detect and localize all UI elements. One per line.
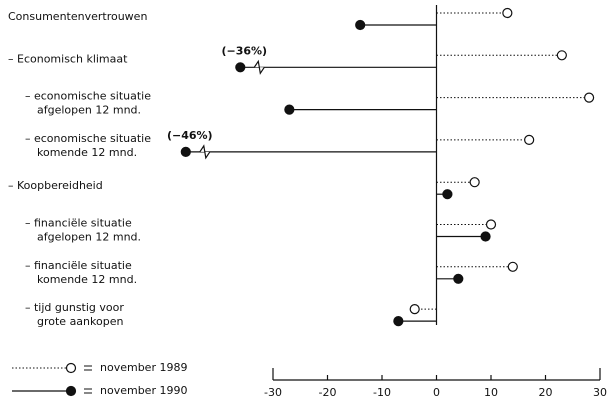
category-label: – economische situatie	[25, 90, 151, 103]
category-label: – tijd gunstig voor	[25, 301, 124, 314]
x-tick-label: 10	[484, 386, 498, 399]
dot	[180, 146, 191, 157]
dot	[409, 304, 420, 315]
category-label: afgelopen 12 mnd.	[37, 231, 141, 244]
dot	[453, 273, 464, 284]
legend-label: november 1990	[100, 384, 187, 397]
dot	[502, 7, 513, 19]
dot	[235, 62, 246, 73]
axis-break	[253, 59, 265, 75]
dot	[355, 19, 366, 31]
category-label: komende 12 mnd.	[37, 146, 137, 159]
x-tick-label: -30	[264, 386, 282, 399]
dot	[507, 261, 518, 272]
category-label: grote aankopen	[37, 315, 123, 328]
category-label: afgelopen 12 mnd.	[37, 104, 141, 117]
dot	[480, 231, 491, 242]
dot	[469, 177, 480, 188]
dot	[442, 189, 453, 200]
value-label: (−46%)	[167, 129, 213, 142]
legend-marker	[65, 362, 77, 374]
category-label: – financiële situatie	[25, 259, 132, 272]
value-label: (−36%)	[221, 44, 267, 57]
dot	[284, 104, 295, 115]
legend-label: november 1989	[100, 361, 187, 374]
dot	[524, 134, 535, 145]
dot	[485, 219, 497, 230]
category-label: – Koopbereidheid	[8, 179, 103, 192]
dot	[556, 50, 567, 61]
category-label: – economische situatie	[25, 132, 151, 145]
x-tick-label: -10	[373, 386, 391, 399]
x-tick-label: 20	[539, 386, 553, 399]
category-label: komende 12 mnd.	[37, 273, 137, 286]
category-label: Consumentenvertrouwen	[8, 10, 147, 23]
category-label: – Economisch klimaat	[8, 52, 128, 65]
x-tick-label: -20	[319, 386, 337, 399]
legend-marker	[65, 385, 77, 397]
x-tick-label: 30	[593, 386, 607, 399]
axis-break	[199, 144, 211, 160]
x-tick-label: 0	[433, 386, 440, 399]
dot	[393, 316, 404, 327]
dot	[583, 92, 595, 103]
category-label: – financiële situatie	[25, 217, 132, 230]
